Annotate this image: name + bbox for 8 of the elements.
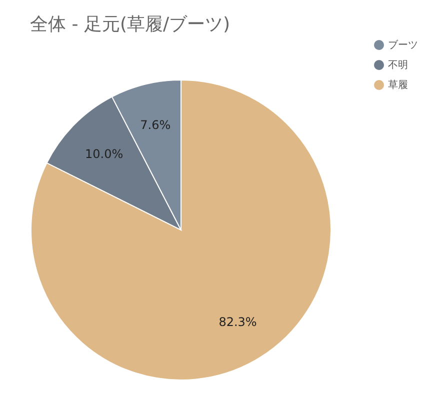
legend-label: 草履 xyxy=(388,80,408,91)
chart-title: 全体 - 足元(草履/ブーツ) xyxy=(30,13,230,36)
pie-slice xyxy=(30,80,332,380)
legend-label: ブーツ xyxy=(388,40,418,51)
legend-label: 不明 xyxy=(388,60,408,71)
data-label: 10.0% xyxy=(85,147,124,162)
data-label: 82.3% xyxy=(218,314,257,329)
data-label: 7.6% xyxy=(140,118,171,132)
